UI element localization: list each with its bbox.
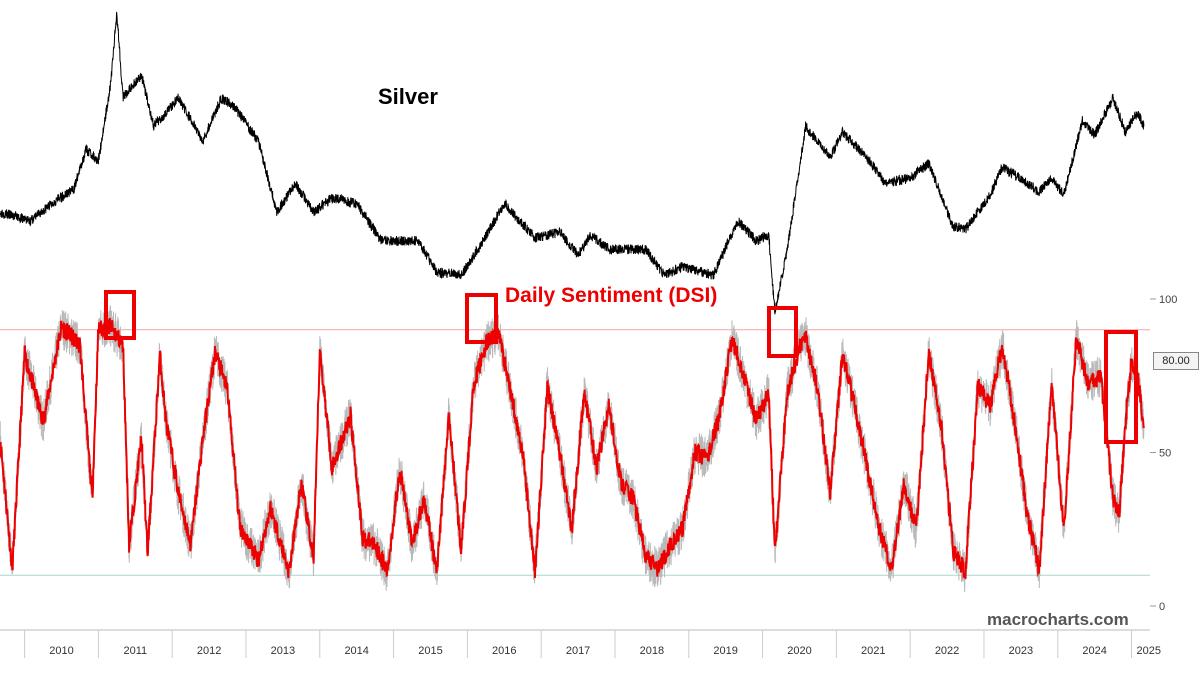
x-tick-label: 2020 bbox=[787, 645, 811, 657]
x-tick-label: 2017 bbox=[566, 645, 590, 657]
current-value-tag: 80.00 bbox=[1153, 352, 1199, 370]
x-tick-label: 2021 bbox=[861, 645, 885, 657]
highlight-box-2025 bbox=[1104, 330, 1138, 444]
x-tick-label: 2015 bbox=[418, 645, 442, 657]
y-tick-label: 50 bbox=[1159, 448, 1171, 460]
highlight-box-2020 bbox=[767, 306, 798, 358]
y-tick-label: 0 bbox=[1159, 601, 1165, 613]
highlight-box-2011 bbox=[104, 290, 136, 340]
x-tick-label: 2018 bbox=[640, 645, 664, 657]
reference-lines bbox=[0, 329, 1150, 576]
x-axis: 2010 2011 2012 2013 2014 2015 2016 2017 2018 2019… bbox=[0, 629, 1161, 658]
x-tick-label: 2023 bbox=[1009, 645, 1033, 657]
highlight-boxes bbox=[104, 290, 1138, 444]
x-tick-label: 2012 bbox=[197, 645, 221, 657]
x-tick-label: 2014 bbox=[344, 645, 368, 657]
x-tick-label: 2022 bbox=[935, 645, 959, 657]
dsi-title: Daily Sentiment (DSI) bbox=[505, 284, 718, 307]
highlight-box-2016 bbox=[465, 293, 498, 344]
x-tick-label: 2016 bbox=[492, 645, 516, 657]
watermark: macrocharts.com bbox=[987, 610, 1129, 629]
dsi-series bbox=[0, 317, 1145, 580]
x-tick-label: 2010 bbox=[49, 645, 73, 657]
x-tick-label: 2024 bbox=[1082, 645, 1106, 657]
x-tick-label: 2019 bbox=[713, 645, 737, 657]
silver-title: Silver bbox=[378, 84, 438, 109]
y-tick-label: 100 bbox=[1159, 294, 1177, 306]
x-tick-label: 2025 bbox=[1137, 645, 1161, 657]
x-tick-label: 2011 bbox=[123, 645, 147, 657]
y-axis: 0 50 100 bbox=[1150, 294, 1177, 613]
silver-line bbox=[0, 11, 1145, 315]
dsi-line bbox=[0, 317, 1145, 580]
silver-series bbox=[0, 11, 1145, 315]
x-tick-label: 2013 bbox=[271, 645, 295, 657]
